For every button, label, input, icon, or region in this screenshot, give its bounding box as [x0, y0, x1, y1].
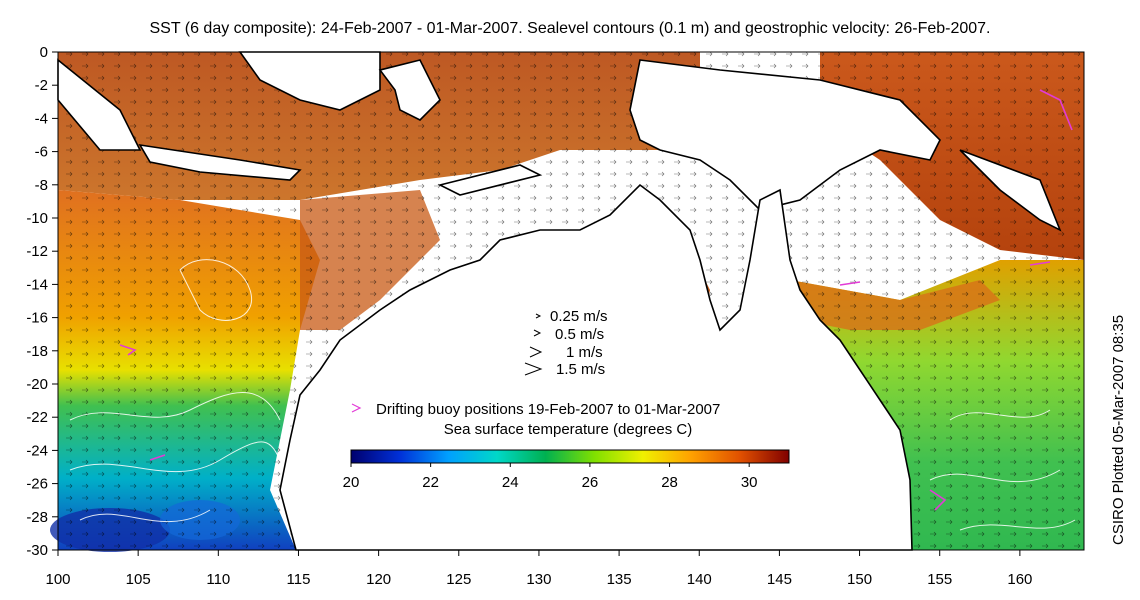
y-tick-label: -6: [35, 144, 48, 161]
map-title: SST (6 day composite): 24-Feb-2007 - 01-…: [149, 20, 991, 37]
y-tick-label: -16: [26, 310, 48, 327]
y-tick-label: -2: [35, 77, 48, 94]
x-tick-label: 105: [126, 571, 151, 588]
x-tick-label: 135: [607, 571, 632, 588]
colorbar-tick-label: 22: [422, 474, 439, 491]
colorbar-tick-label: 20: [343, 474, 360, 491]
y-tick-label: -4: [35, 110, 48, 127]
x-tick-label: 130: [526, 571, 551, 588]
velocity-legend-label: 0.25 m/s: [550, 308, 608, 325]
credit-text: CSIRO Plotted 05-Mar-2007 08:35: [1110, 314, 1127, 545]
axes-frame: [57, 51, 1085, 551]
x-tick-label: 125: [446, 571, 471, 588]
y-tick-label: -22: [26, 409, 48, 426]
y-tick-label: -10: [26, 210, 48, 227]
x-tick-label: 140: [687, 571, 712, 588]
sealevel-contours: [69, 259, 1076, 531]
y-tick-label: -26: [26, 476, 48, 493]
velocity-legend: 0.25 m/s 0.5 m/s 1 m/s 1.5 m/s: [524, 308, 608, 378]
timor: [437, 164, 543, 196]
x-tick-label: 120: [366, 571, 391, 588]
x-tick-label: 115: [287, 571, 311, 588]
colorbar-ticks: 20 22 24 26 28 30: [343, 463, 758, 491]
y-tick-label: -20: [26, 376, 48, 393]
y-tick-label: -18: [26, 343, 48, 360]
y-tick-label: -8: [35, 177, 48, 194]
x-tick-label: 110: [206, 571, 230, 588]
buoy-legend-text: Drifting buoy positions 19-Feb-2007 to 0…: [376, 401, 720, 418]
new-guinea: [629, 59, 941, 211]
y-axis: 0 -2 -4 -6 -8 -10 -12 -14 -16 -18 -20 -22 -24 -26 -28 -…: [26, 44, 58, 559]
x-tick-label: 145: [767, 571, 792, 588]
y-tick-label: -14: [26, 276, 48, 293]
velocity-legend-label: 1.5 m/s: [556, 361, 605, 378]
new-britain: [959, 149, 1062, 232]
x-tick-label: 155: [927, 571, 952, 588]
y-tick-label: -28: [26, 509, 48, 526]
x-tick-label: 160: [1007, 571, 1032, 588]
y-tick-label: -24: [26, 442, 48, 459]
velocity-legend-label: 1 m/s: [566, 344, 603, 361]
y-tick-label: -30: [26, 542, 48, 559]
colorbar-tick-label: 26: [582, 474, 599, 491]
x-tick-label: 150: [847, 571, 872, 588]
y-tick-label: -12: [26, 243, 48, 260]
colorbar: Sea surface temperature (degrees C) 20 22…: [343, 421, 790, 491]
buoy-legend: Drifting buoy positions 19-Feb-2007 to 0…: [351, 401, 720, 418]
y-tick-label: 0: [40, 44, 48, 61]
x-tick-label: 100: [45, 571, 70, 588]
x-axis: 100 105 110 115 120 125 130 135 140 145 150 155 160: [45, 550, 1032, 588]
colorbar-tick-label: 24: [502, 474, 519, 491]
velocity-legend-label: 0.5 m/s: [555, 326, 604, 343]
buoy-tracks: [119, 89, 1073, 511]
colorbar-scale: [350, 449, 790, 464]
colorbar-tick-label: 30: [741, 474, 758, 491]
java: [138, 143, 302, 181]
sulawesi: [378, 59, 441, 121]
colorbar-title: Sea surface temperature (degrees C): [444, 421, 692, 438]
colorbar-tick-label: 28: [661, 474, 678, 491]
